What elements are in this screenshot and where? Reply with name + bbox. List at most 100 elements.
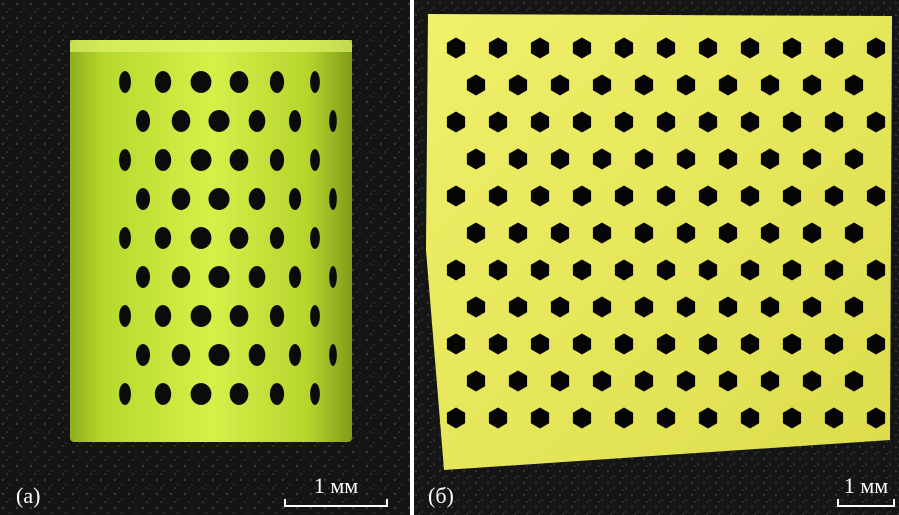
cylinder-top-edge xyxy=(70,40,352,52)
hex-hole xyxy=(698,185,718,207)
hex-hole xyxy=(824,111,844,133)
scale-text-b: 1 мм xyxy=(843,473,889,498)
hole xyxy=(248,110,266,132)
scale-bar-a: 1 мм xyxy=(284,475,388,507)
hex-hole xyxy=(802,148,822,170)
hex-hole xyxy=(572,111,592,133)
hex-hole xyxy=(718,148,738,170)
hex-hole xyxy=(698,333,718,355)
hex-hole xyxy=(572,407,592,429)
hex-hole xyxy=(824,259,844,281)
hex-hole xyxy=(592,148,612,170)
hex-hole xyxy=(508,296,528,318)
hex-hole xyxy=(446,185,466,207)
hex-hole xyxy=(844,74,864,96)
hex-hole xyxy=(572,333,592,355)
hole xyxy=(119,305,131,327)
hole xyxy=(208,344,230,366)
hex-hole xyxy=(740,37,760,59)
hex-hole xyxy=(844,296,864,318)
hole xyxy=(288,344,302,366)
hole xyxy=(190,227,212,249)
hex-hole xyxy=(866,333,886,355)
hex-hole xyxy=(466,222,486,244)
hole xyxy=(229,149,249,171)
hex-hole xyxy=(760,296,780,318)
hole xyxy=(229,305,249,327)
hex-hole xyxy=(508,74,528,96)
scale-text-a: 1 мм xyxy=(313,473,359,498)
hole xyxy=(310,227,320,249)
hex-hole xyxy=(488,259,508,281)
hex-hole xyxy=(824,37,844,59)
hex-hole xyxy=(760,148,780,170)
hex-hole xyxy=(676,148,696,170)
hex-hole xyxy=(866,185,886,207)
hole xyxy=(190,149,212,171)
hole xyxy=(190,305,212,327)
hex-hole xyxy=(802,222,822,244)
hex-hole xyxy=(530,407,550,429)
hex-hole xyxy=(550,222,570,244)
hex-hole xyxy=(866,407,886,429)
mesh-body xyxy=(426,14,892,470)
hole xyxy=(154,383,172,405)
hole xyxy=(329,344,337,366)
hole xyxy=(171,188,191,210)
hole xyxy=(269,227,285,249)
hex-hole xyxy=(844,370,864,392)
hole xyxy=(229,383,249,405)
hex-hole xyxy=(530,259,550,281)
hex-hole xyxy=(592,296,612,318)
hex-hole xyxy=(446,37,466,59)
hex-hole xyxy=(634,74,654,96)
hex-hole xyxy=(614,185,634,207)
hex-hole xyxy=(550,296,570,318)
hex-hole xyxy=(508,222,528,244)
hex-hole xyxy=(866,37,886,59)
hex-hole xyxy=(782,37,802,59)
hex-hole xyxy=(802,370,822,392)
hole xyxy=(269,383,285,405)
hex-hole xyxy=(488,37,508,59)
hole xyxy=(269,71,285,93)
hex-hole xyxy=(446,407,466,429)
hex-hole xyxy=(634,222,654,244)
hex-hole xyxy=(488,333,508,355)
panel-label-a: (a) xyxy=(16,483,41,508)
hole xyxy=(310,149,320,171)
hole xyxy=(208,110,230,132)
hex-hole xyxy=(614,333,634,355)
hex-hole xyxy=(698,37,718,59)
hex-hole xyxy=(592,74,612,96)
hex-hole xyxy=(656,333,676,355)
hole xyxy=(288,266,302,288)
hex-hole xyxy=(782,333,802,355)
hex-hole xyxy=(656,185,676,207)
hex-hole xyxy=(676,74,696,96)
hex-hole xyxy=(614,37,634,59)
hex-hole xyxy=(782,111,802,133)
hole xyxy=(208,188,230,210)
hex-hole xyxy=(782,185,802,207)
hole xyxy=(248,266,266,288)
mesh-photo xyxy=(414,0,899,515)
mesh-holes xyxy=(446,37,886,429)
scale-bar-line-a xyxy=(284,499,388,507)
hex-hole xyxy=(740,111,760,133)
hex-hole xyxy=(824,185,844,207)
hex-hole xyxy=(488,185,508,207)
hex-hole xyxy=(572,259,592,281)
hole xyxy=(136,110,150,132)
hole xyxy=(288,110,302,132)
hole xyxy=(269,149,285,171)
hex-hole xyxy=(530,37,550,59)
hole xyxy=(248,344,266,366)
hole xyxy=(119,227,131,249)
panel-label-b: (б) xyxy=(428,483,454,508)
hex-hole xyxy=(844,222,864,244)
hex-hole xyxy=(614,259,634,281)
hole xyxy=(119,383,131,405)
hex-hole xyxy=(866,259,886,281)
hex-hole xyxy=(760,74,780,96)
